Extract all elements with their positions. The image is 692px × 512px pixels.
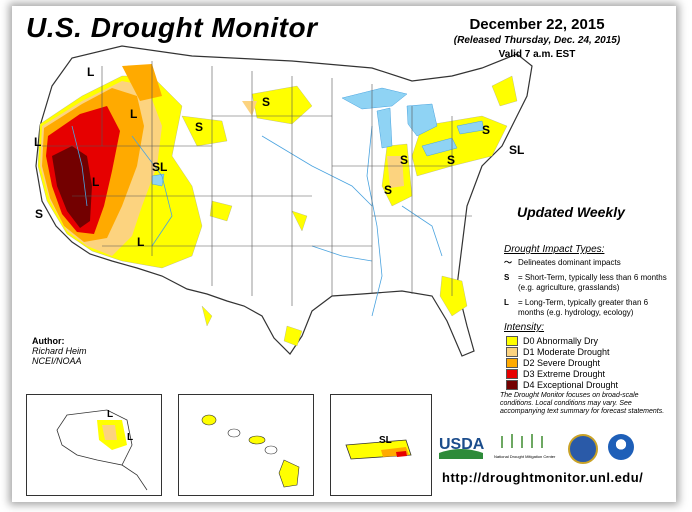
map-label: S bbox=[400, 153, 408, 167]
d0-label: D0 Abnormally Dry bbox=[523, 335, 599, 346]
author-org: NCEI/NOAA bbox=[32, 356, 82, 366]
drought-monitor-map: L L L L S SL L S S S S S S SL U.S. Droug… bbox=[12, 6, 676, 502]
map-label: SL bbox=[152, 160, 167, 174]
d1-label: D1 Moderate Drought bbox=[523, 346, 610, 357]
author-name: Richard Heim bbox=[32, 346, 87, 356]
puerto-rico-inset: SL bbox=[330, 394, 432, 496]
d2-label: D2 Severe Drought bbox=[523, 357, 601, 368]
noaa-logo-icon[interactable] bbox=[608, 434, 634, 460]
map-label: L bbox=[34, 135, 41, 149]
disclaimer-note: The Drought Monitor focuses on broad-sca… bbox=[500, 392, 665, 415]
intensity-heading: Intensity: bbox=[504, 322, 545, 333]
map-label: S bbox=[447, 153, 455, 167]
map-label: L bbox=[87, 65, 94, 79]
map-label: SL bbox=[509, 143, 524, 157]
map-label: S bbox=[482, 123, 490, 137]
ndmc-logo-text: National Drought Mitigation Center bbox=[494, 454, 556, 459]
release-date: (Released Thursday, Dec. 24, 2015) bbox=[453, 35, 621, 46]
usda-logo-text: USDA bbox=[439, 436, 485, 453]
impact-heading: Drought Impact Types: bbox=[504, 244, 605, 255]
map-label: S bbox=[35, 207, 43, 221]
author-block: Author: Richard Heim NCEI/NOAA bbox=[32, 336, 87, 366]
us-map: L L L L S SL L S S S S S S SL bbox=[34, 45, 533, 357]
d4-swatch bbox=[506, 379, 518, 390]
state-borders bbox=[42, 61, 472, 306]
alaska-inset: L L bbox=[26, 394, 162, 496]
d1-swatch bbox=[506, 346, 518, 357]
ndmc-logo[interactable]: National Drought Mitigation Center bbox=[492, 428, 562, 467]
map-label: L bbox=[130, 107, 137, 121]
website-link[interactable]: http://droughtmonitor.unl.edu/ bbox=[442, 470, 644, 485]
d0-swatch bbox=[506, 335, 518, 346]
intensity-legend: Intensity: D0 Abnormally Dry D1 Moderate… bbox=[504, 322, 618, 390]
d3-label: D3 Extreme Drought bbox=[523, 368, 606, 379]
valid-time: Valid 7 a.m. EST bbox=[498, 49, 576, 60]
d3-swatch bbox=[506, 368, 518, 379]
usda-logo[interactable]: USDA bbox=[437, 431, 485, 466]
short-term-text: = Short-Term, typically less than 6 mont… bbox=[518, 273, 667, 292]
delineate-icon: 〜 bbox=[504, 258, 512, 267]
map-label: L bbox=[127, 432, 133, 443]
long-term-text: = Long-Term, typically greater than 6 mo… bbox=[518, 298, 649, 317]
great-lakes bbox=[151, 87, 485, 187]
map-label: S bbox=[262, 95, 270, 109]
date-block: December 22, 2015 (Released Thursday, De… bbox=[432, 16, 642, 60]
d4-label: D4 Exceptional Drought bbox=[523, 379, 619, 390]
map-label: S bbox=[195, 120, 203, 134]
map-label: L bbox=[107, 409, 113, 420]
map-label: S bbox=[384, 183, 392, 197]
author-heading: Author: bbox=[32, 336, 65, 346]
short-term-symbol: S bbox=[504, 273, 510, 282]
delineate-text: Delineates dominant impacts bbox=[518, 258, 621, 267]
map-label: SL bbox=[379, 435, 392, 446]
map-label: L bbox=[137, 235, 144, 249]
d2-swatch bbox=[506, 357, 518, 368]
impact-legend: Drought Impact Types: 〜 Delineates domin… bbox=[504, 245, 672, 323]
commerce-seal-icon[interactable] bbox=[568, 434, 598, 464]
map-date: December 22, 2015 bbox=[469, 16, 605, 33]
map-label: L bbox=[92, 175, 99, 189]
long-term-symbol: L bbox=[504, 298, 509, 307]
hawaii-inset bbox=[178, 394, 314, 496]
map-title: U.S. Drought Monitor bbox=[26, 12, 318, 43]
updated-weekly: Updated Weekly bbox=[517, 204, 625, 220]
